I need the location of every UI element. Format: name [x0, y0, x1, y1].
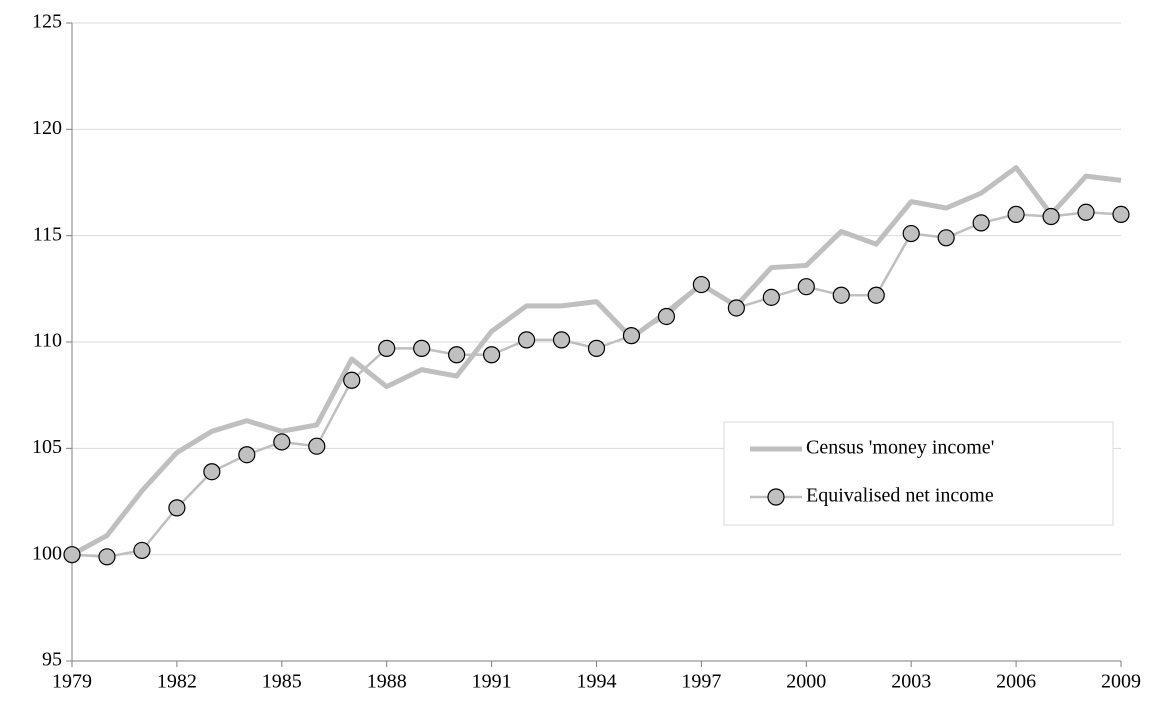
x-tick-label: 1997: [681, 671, 721, 693]
y-tick-label: 125: [32, 11, 62, 33]
x-tick-label: 1991: [472, 671, 512, 693]
point-marker: [1042, 207, 1060, 226]
legend-label: Census 'money income': [806, 437, 994, 459]
point-marker: [727, 299, 745, 317]
point-marker: [1007, 205, 1025, 223]
point-marker: [972, 214, 990, 232]
point-marker: [273, 433, 291, 451]
point-marker: [587, 339, 606, 357]
point-marker: [1077, 203, 1095, 221]
point-marker: [832, 286, 850, 304]
point-marker: [902, 224, 920, 243]
x-tick-label: 1985: [262, 671, 302, 693]
y-tick-label: 100: [32, 542, 62, 564]
point-marker: [762, 288, 780, 306]
legend-marker: [767, 488, 785, 506]
x-tick-label: 2009: [1101, 671, 1141, 693]
point-marker: [238, 446, 256, 464]
point-marker: [63, 546, 81, 564]
point-marker: [1112, 205, 1130, 223]
point-marker: [168, 499, 186, 517]
point-marker: [308, 437, 326, 455]
x-tick-label: 2000: [786, 671, 826, 693]
point-marker: [517, 331, 536, 349]
point-marker: [413, 339, 431, 357]
point-marker: [98, 548, 116, 566]
y-tick-label: 105: [32, 436, 62, 458]
point-marker: [622, 327, 641, 345]
legend-label: Equivalised net income: [806, 485, 994, 507]
x-tick-label: 1994: [577, 671, 617, 693]
point-marker: [552, 331, 571, 349]
x-tick-label: 2006: [996, 671, 1036, 693]
series-line: [70, 165, 1122, 557]
y-tick-label: 110: [33, 330, 62, 352]
y-tick-label: 115: [33, 223, 62, 245]
y-tick-label: 95: [42, 649, 62, 671]
x-tick-label: 1982: [157, 671, 197, 693]
point-marker: [343, 371, 361, 389]
x-tick-label: 1979: [52, 671, 92, 693]
point-marker: [692, 275, 711, 294]
y-tick-label: 120: [32, 117, 62, 139]
point-marker: [657, 307, 676, 326]
point-marker: [797, 278, 815, 296]
x-tick-label: 1988: [367, 671, 407, 693]
point-marker: [203, 463, 221, 481]
point-marker: [483, 346, 501, 364]
point-marker: [937, 229, 955, 247]
legend-box: [723, 421, 1114, 526]
point-marker: [867, 286, 885, 304]
point-marker: [133, 541, 151, 560]
x-tick-label: 2003: [891, 671, 931, 693]
point-marker: [378, 339, 396, 357]
point-marker: [448, 346, 466, 364]
